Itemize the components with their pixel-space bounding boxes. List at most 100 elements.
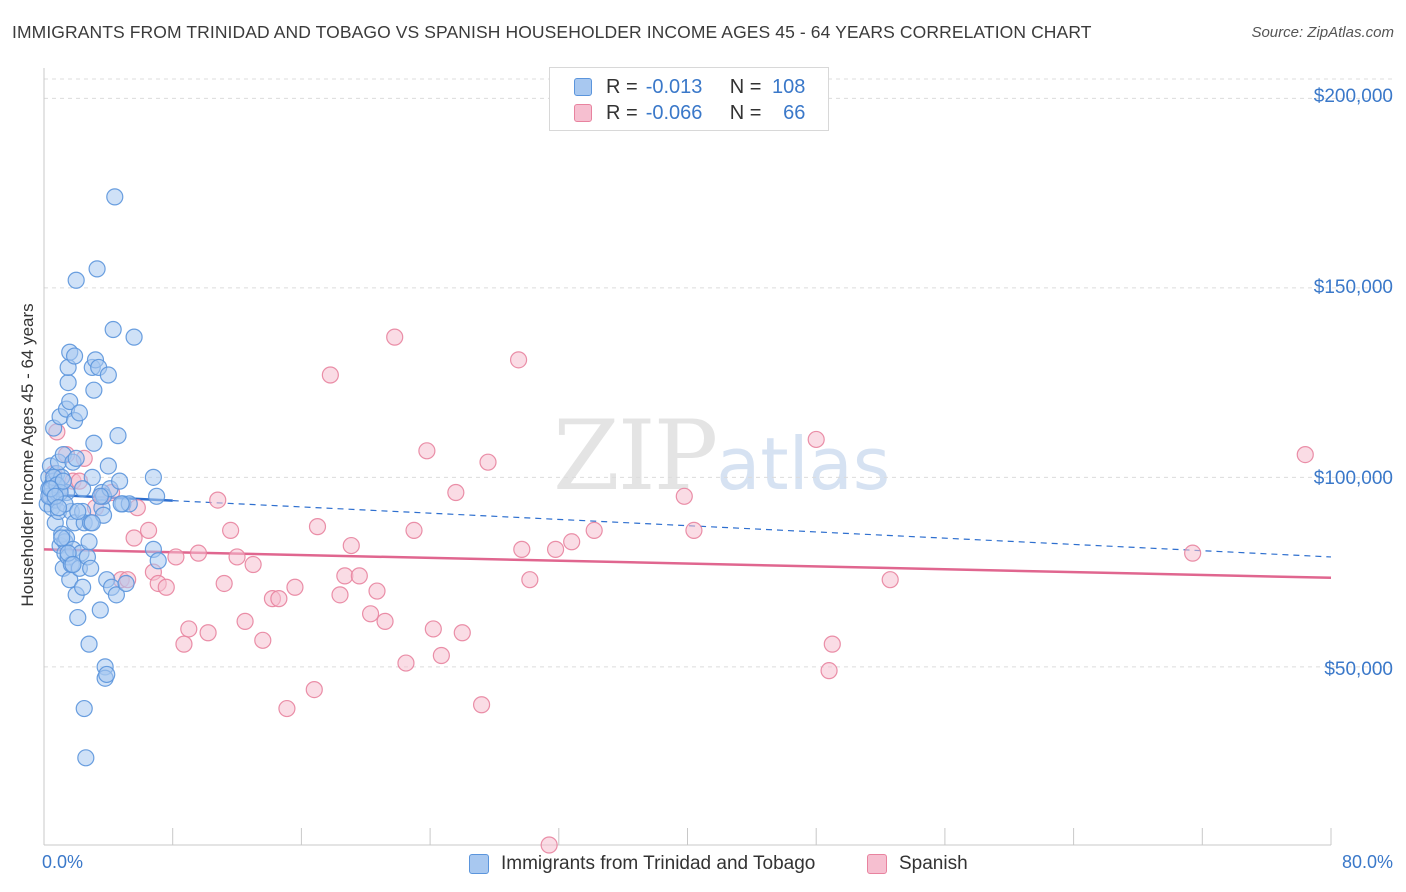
- trinidad-point: [148, 487, 166, 505]
- spanish-point: [521, 571, 539, 589]
- spanish-point: [336, 567, 354, 585]
- spanish-point: [820, 662, 838, 680]
- spanish-point: [447, 483, 465, 502]
- spanish-point: [175, 635, 193, 653]
- spanish-point: [167, 548, 185, 566]
- trinidad-point: [77, 749, 95, 767]
- spanish-point: [432, 646, 450, 665]
- spanish-point: [881, 571, 899, 589]
- spanish-point: [386, 328, 404, 346]
- spanish-point: [546, 540, 565, 558]
- trinidad-point: [59, 373, 77, 392]
- spanish-point: [244, 555, 262, 574]
- spanish-point: [342, 536, 360, 555]
- trinidad-point: [61, 392, 79, 411]
- trinidad-point: [107, 586, 125, 604]
- spanish-point: [331, 586, 349, 604]
- spanish-point: [405, 521, 423, 540]
- spanish-point: [139, 521, 158, 540]
- bottom-legend-spanish[interactable]: Spanish: [867, 851, 968, 877]
- spanish-point: [125, 529, 143, 547]
- trinidad-point: [54, 472, 72, 490]
- watermark-atlas: atlas: [716, 422, 891, 506]
- legend-r-label: R =: [606, 101, 638, 124]
- spanish-point: [368, 582, 386, 600]
- trinidad-point: [91, 487, 109, 505]
- legend-r-label: R =: [606, 75, 638, 98]
- trinidad-point: [53, 529, 71, 547]
- trinidad-point: [74, 578, 92, 596]
- chart-title: IMMIGRANTS FROM TRINIDAD AND TOBAGO VS S…: [12, 22, 1092, 42]
- spanish-point: [513, 540, 531, 558]
- trinidad-point: [91, 601, 109, 619]
- trinidad-point: [83, 468, 101, 486]
- trinidad-point: [149, 552, 167, 570]
- trinidad-point: [69, 608, 87, 627]
- y-tick-label-50000: $50,000: [1324, 659, 1393, 680]
- legend-n-value: 108: [772, 75, 806, 98]
- spanish-point: [376, 612, 394, 630]
- spanish-point: [321, 366, 339, 384]
- legend-swatch-blue: [574, 78, 592, 96]
- trinidad-point: [82, 559, 100, 577]
- spanish-point: [180, 620, 198, 638]
- spanish-point: [308, 518, 327, 536]
- spanish-point: [157, 578, 175, 596]
- legend-r-value: -0.066: [645, 101, 703, 124]
- spanish-point: [424, 620, 442, 638]
- trinidad-point: [70, 404, 88, 422]
- spanish-point: [222, 521, 240, 540]
- legend-n-label: N =: [729, 101, 762, 124]
- spanish-point: [199, 624, 217, 642]
- spanish-trend-line: [43, 548, 1332, 580]
- legend-swatch-pink: [867, 854, 887, 874]
- spanish-point: [254, 631, 272, 649]
- x-tick-label-max: 80.0%: [1341, 852, 1393, 872]
- spanish-point: [278, 699, 296, 718]
- spanish-point: [361, 605, 380, 623]
- trinidad-point: [85, 381, 103, 399]
- trinidad-point: [80, 533, 98, 551]
- legend-swatch-pink: [574, 104, 592, 122]
- trinidad-point: [49, 499, 68, 517]
- spanish-points: [41, 328, 1314, 854]
- bottom-legend-label: Immigrants from Trinidad and Tobago: [501, 853, 816, 874]
- legend-swatch-blue: [469, 854, 489, 874]
- spanish-point: [270, 590, 288, 608]
- trinidad-point: [98, 665, 116, 684]
- trinidad-point: [144, 468, 162, 486]
- trinidad-point: [112, 495, 130, 513]
- trinidad-point: [80, 635, 98, 653]
- gridlines: [44, 78, 1392, 668]
- trinidad-point: [88, 260, 106, 278]
- spanish-point: [189, 544, 208, 562]
- trinidad-point: [65, 347, 84, 365]
- legend-row-spanish: R = -0.066 N = 66: [574, 100, 805, 126]
- spanish-point: [823, 635, 841, 653]
- legend-r-value: -0.013: [645, 75, 703, 98]
- spanish-point: [1184, 544, 1202, 562]
- spanish-point: [563, 533, 581, 551]
- y-tick-label-100000: $100,000: [1313, 468, 1393, 489]
- trinidad-point: [64, 555, 82, 574]
- trinidad-points: [38, 188, 167, 767]
- spanish-point: [236, 612, 254, 630]
- spanish-point: [305, 680, 323, 699]
- legend-row-trinidad: R = -0.013 N = 108: [574, 74, 805, 100]
- spanish-point: [675, 487, 693, 505]
- trinidad-point: [99, 457, 117, 475]
- spanish-point: [397, 654, 415, 672]
- trinidad-point: [117, 574, 135, 593]
- bottom-legend-trinidad[interactable]: Immigrants from Trinidad and Tobago: [469, 851, 815, 877]
- trinidad-point: [99, 366, 117, 384]
- trinidad-point: [69, 502, 87, 521]
- x-tick-label-min: 0.0%: [42, 852, 84, 872]
- spanish-point: [509, 351, 528, 369]
- trinidad-point: [106, 188, 124, 206]
- trinidad-point: [85, 434, 103, 452]
- trinidad-point: [83, 514, 101, 532]
- spanish-point: [807, 430, 825, 449]
- spanish-point: [685, 521, 703, 540]
- spanish-point: [215, 574, 233, 593]
